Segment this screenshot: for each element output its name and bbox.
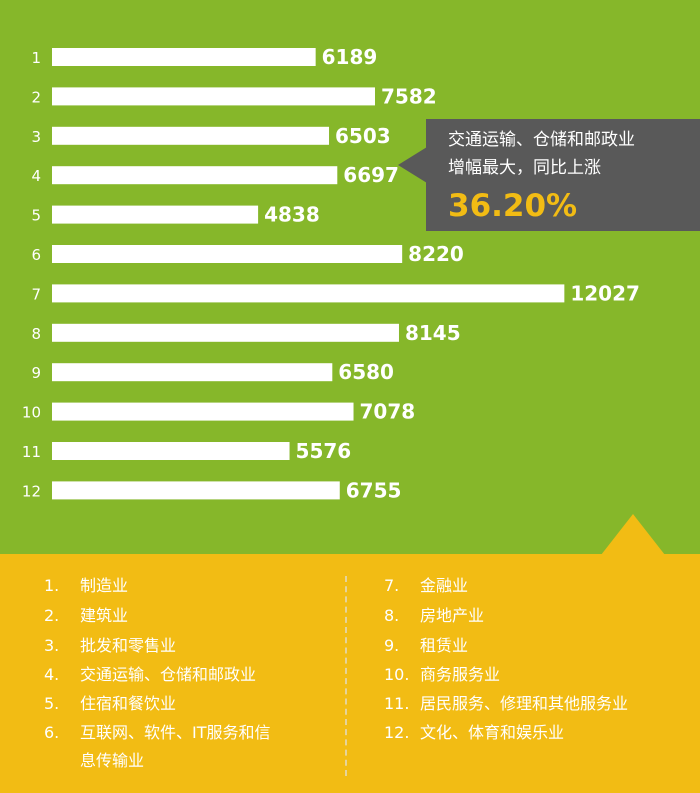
legend-item-4: 4. 交通运输、仓储和邮政业 <box>44 661 256 689</box>
legend-item-label: 金融业 <box>420 576 469 595</box>
legend-item-10: 10. 商务服务业 <box>384 661 500 689</box>
bar-value-label: 12027 <box>570 281 640 305</box>
legend-item-label: 交通运输、仓储和邮政业 <box>80 665 257 684</box>
bar <box>52 126 330 145</box>
legend-item-label: 商务服务业 <box>420 665 501 684</box>
category-tick-label: 2 <box>31 88 41 106</box>
bar <box>52 245 403 263</box>
bar-value-label: 6697 <box>343 163 399 187</box>
category-tick-label: 6 <box>31 246 41 264</box>
bar-value-label: 6503 <box>335 124 391 148</box>
category-tick-label: 10 <box>22 404 41 422</box>
bar <box>52 284 565 303</box>
legend-item-label-continued: 息传输业 <box>80 751 145 770</box>
callout-pointer <box>398 147 427 183</box>
legend-item-number: 3. <box>44 636 60 655</box>
legend-item-label: 批发和零售业 <box>80 636 177 655</box>
legend-item-label: 文化、体育和娱乐业 <box>420 723 565 742</box>
bar-value-label: 8220 <box>408 242 464 266</box>
legend-item-number: 4. <box>44 665 60 684</box>
bar <box>52 481 340 500</box>
category-tick-label: 5 <box>31 207 41 225</box>
bar-value-label: 5576 <box>296 439 352 463</box>
category-tick-label: 8 <box>31 325 41 343</box>
category-tick-label: 1 <box>31 49 41 67</box>
legend-item-label: 住宿和餐饮业 <box>80 694 177 713</box>
legend-divider <box>345 576 347 776</box>
category-tick-label: 3 <box>31 128 41 146</box>
legend-item-label: 租赁业 <box>420 636 469 655</box>
legend-item-number: 5. <box>44 694 60 713</box>
legend-item-6: 6. 互联网、软件、IT服务和信 <box>44 719 271 747</box>
bar-value-label: 7078 <box>360 400 416 424</box>
legend-item-9: 9. 租赁业 <box>384 632 468 660</box>
callout-box <box>426 119 700 231</box>
bar-value-label: 8145 <box>405 321 461 345</box>
legend-item-number: 7. <box>384 576 400 595</box>
callout-line-1: 交通运输、仓储和邮政业 <box>448 130 635 150</box>
legend-panel <box>0 554 700 793</box>
legend-item-3: 3. 批发和零售业 <box>44 632 176 660</box>
legend-item-number: 6. <box>44 723 60 742</box>
bar-value-label: 6580 <box>338 360 394 384</box>
legend-item-number: 11. <box>384 694 410 713</box>
legend-item-number: 1. <box>44 576 60 595</box>
bar-value-label: 7582 <box>381 84 437 108</box>
legend-item-2: 2. 建筑业 <box>44 602 128 630</box>
callout-line-2: 增幅最大，同比上涨 <box>448 158 601 178</box>
legend-item-number: 10. <box>384 665 410 684</box>
category-tick-label: 4 <box>31 167 41 185</box>
legend-notch <box>601 514 665 555</box>
bar-value-label: 6189 <box>322 45 378 69</box>
legend-item-label: 建筑业 <box>80 606 129 625</box>
category-tick-label: 7 <box>31 285 41 303</box>
legend-item-label: 居民服务、修理和其他服务业 <box>420 694 629 713</box>
legend-item-12: 12. 文化、体育和娱乐业 <box>384 719 564 747</box>
category-tick-label: 11 <box>22 443 41 461</box>
bar <box>52 323 399 342</box>
bar <box>52 205 259 224</box>
category-tick-label: 9 <box>31 364 41 382</box>
bar <box>52 48 316 66</box>
bar <box>52 442 290 460</box>
legend-item-number: 8. <box>384 606 400 625</box>
legend-item-1: 1. 制造业 <box>44 572 128 600</box>
legend-item-8: 8. 房地产业 <box>384 602 484 630</box>
callout-text: 交通运输、仓储和邮政业 增幅最大，同比上涨 <box>448 126 698 182</box>
legend-item-11: 11. 居民服务、修理和其他服务业 <box>384 690 628 718</box>
category-tick-label: 12 <box>22 482 41 500</box>
bar-value-label: 6755 <box>346 478 402 502</box>
bar <box>52 363 333 382</box>
legend-item-label: 互联网、软件、IT服务和信 <box>80 723 271 742</box>
legend-item-label: 房地产业 <box>420 606 485 625</box>
legend-item-6-continued: 息传输业 <box>80 747 144 775</box>
bar <box>52 87 375 106</box>
legend-item-number: 2. <box>44 606 60 625</box>
legend-item-7: 7. 金融业 <box>384 572 468 600</box>
legend-item-5: 5. 住宿和餐饮业 <box>44 690 176 718</box>
bar-value-label: 4838 <box>264 203 320 227</box>
legend-item-number: 9. <box>384 636 400 655</box>
bar-chart: 1 6189 2 7582 3 6503 4 6697 5 4838 6 8220 7 12027 8 814… <box>22 45 640 502</box>
bar <box>52 402 354 421</box>
legend-item-label: 制造业 <box>80 576 129 595</box>
legend-item-number: 12. <box>384 723 410 742</box>
bar <box>52 166 338 185</box>
callout-value: 36.20% <box>448 188 578 224</box>
